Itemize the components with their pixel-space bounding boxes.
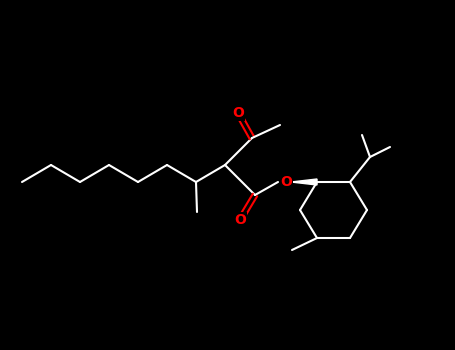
Polygon shape	[291, 179, 317, 185]
Text: O: O	[280, 175, 292, 189]
Text: O: O	[234, 213, 246, 227]
Text: O: O	[232, 106, 244, 120]
